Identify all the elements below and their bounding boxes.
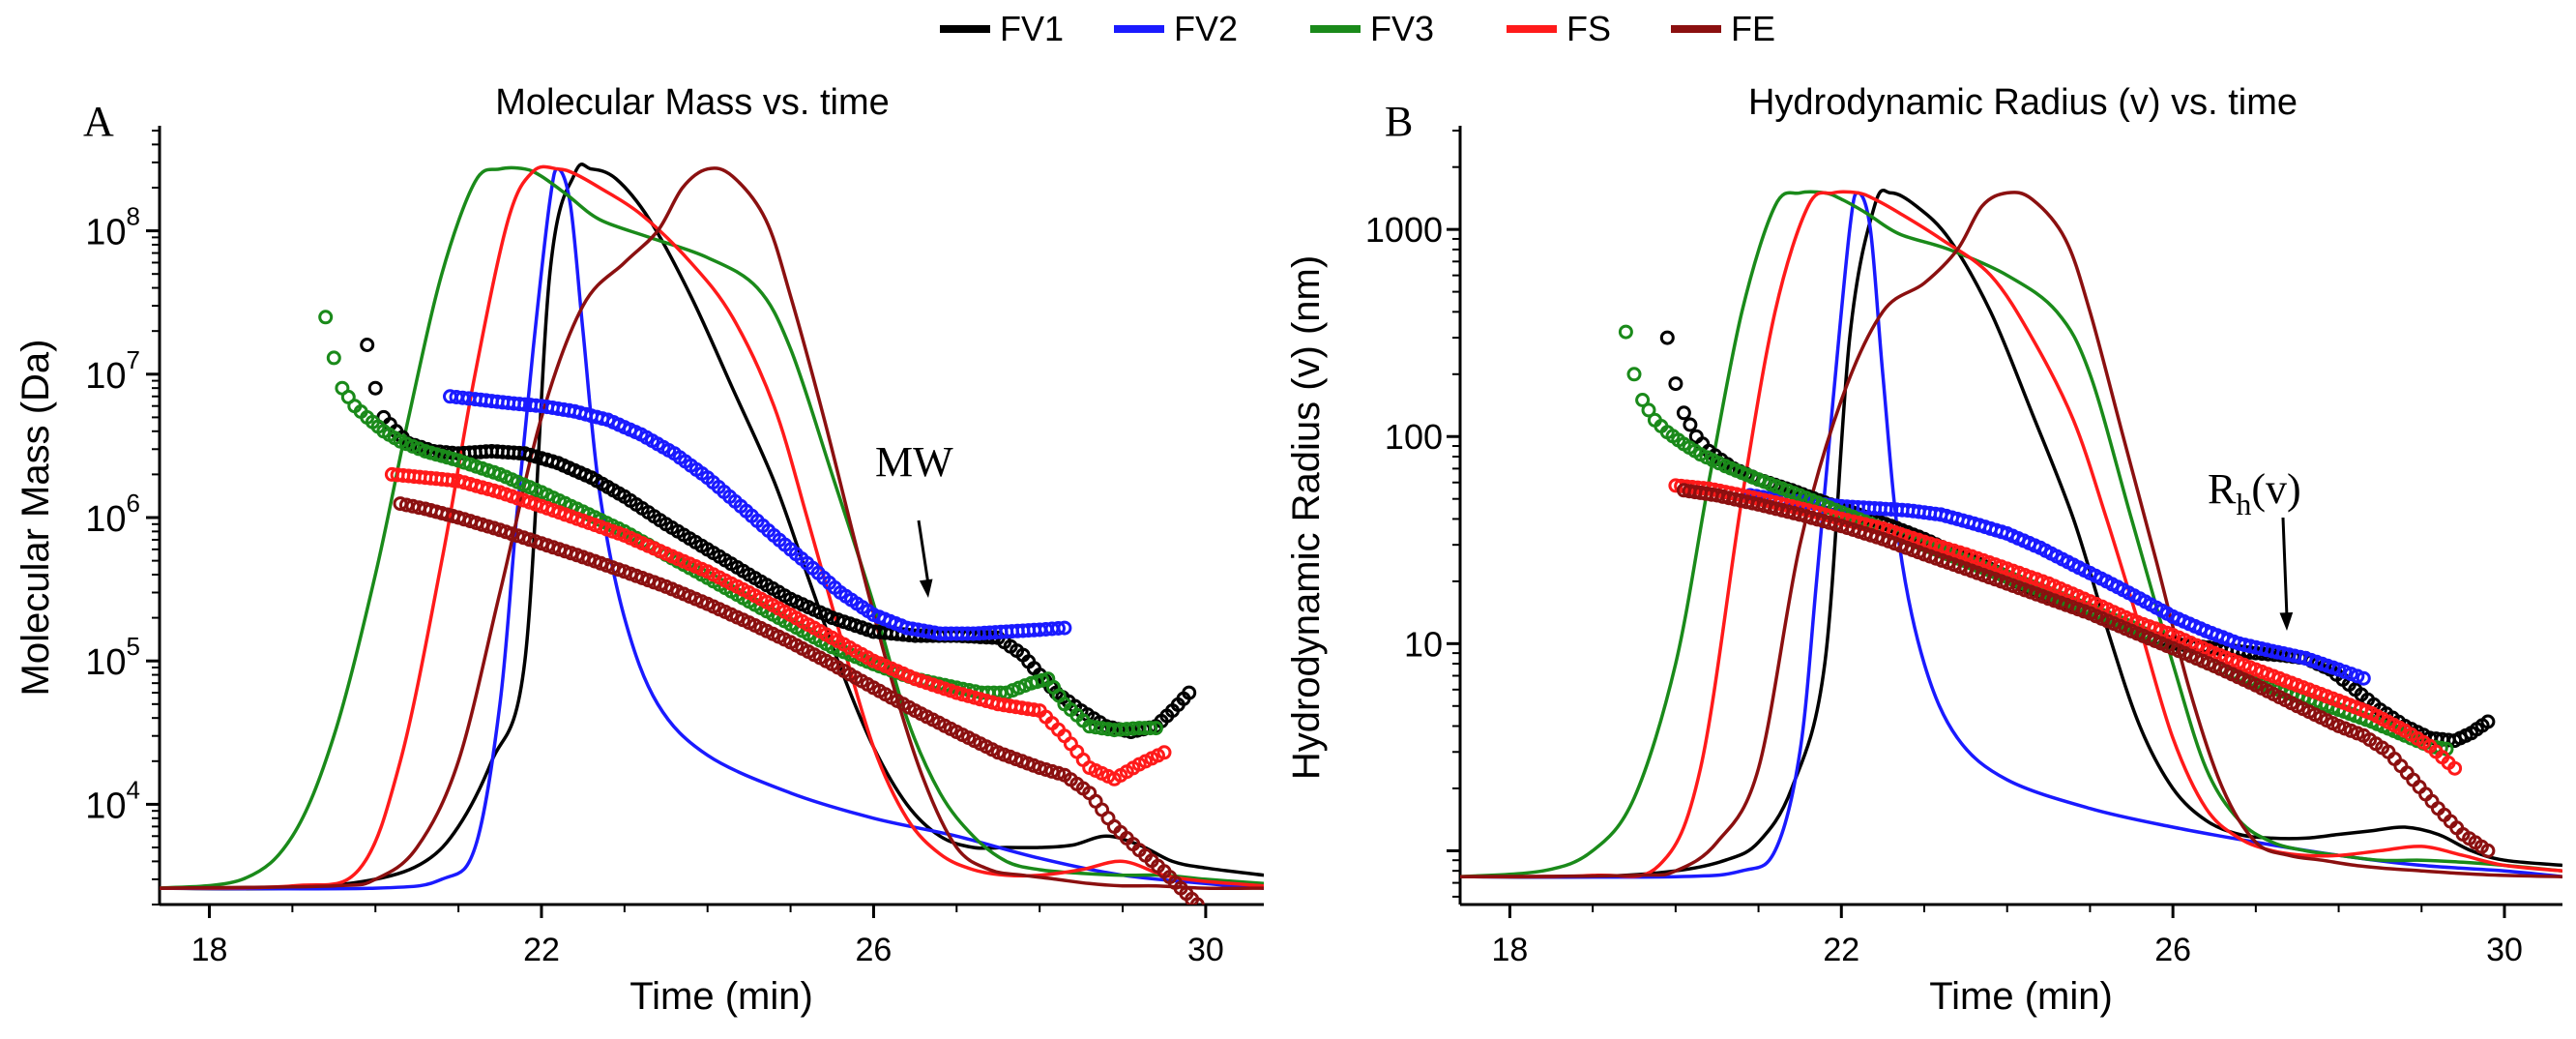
- legend-label: FV1: [1000, 9, 1064, 48]
- annotation-arrow: [2281, 517, 2289, 618]
- x-tick-label: 18: [191, 932, 228, 968]
- plot-area: [160, 163, 1264, 905]
- data-point: [318, 310, 334, 325]
- trace-line-fv1: [1460, 188, 2562, 879]
- panel-b: B Hydrodynamic Radius (v) vs. time 18 22 26 3…: [1285, 82, 2562, 1018]
- data-point: [360, 338, 375, 352]
- x-axis-label: Time (min): [1929, 975, 2113, 1018]
- data-point: [326, 350, 341, 366]
- y-tick-label: 105: [85, 632, 140, 683]
- trace-line-fv2: [160, 166, 1264, 891]
- data-point: [1044, 763, 1060, 779]
- data-point: [1156, 745, 1172, 760]
- y-tick-label: 108: [85, 202, 140, 253]
- y-tick-label: 104: [85, 775, 140, 826]
- legend-label: FE: [1731, 9, 1775, 48]
- x-tick-label: 22: [523, 932, 560, 968]
- annotation-arrowhead: [2279, 612, 2294, 631]
- data-point: [1659, 330, 1675, 345]
- annotation-text: Rh(v): [2208, 465, 2301, 521]
- x-tick-label: 26: [856, 932, 893, 968]
- x-tick-label: 30: [1187, 932, 1224, 968]
- chart-title: Hydrodynamic Radius (v) vs. time: [1748, 82, 2298, 123]
- plot-area: [1460, 188, 2562, 879]
- scatter-fv1: [1659, 330, 2496, 749]
- data-point: [1182, 685, 1197, 700]
- y-tick-label: 10: [1404, 624, 1443, 664]
- trace-line-fv3: [1460, 190, 2562, 878]
- data-point: [1676, 405, 1691, 421]
- data-point: [1026, 702, 1041, 718]
- data-point: [1189, 897, 1205, 905]
- data-point: [1626, 367, 1642, 382]
- y-tick-label: 100: [1385, 417, 1443, 457]
- x-axis-label: Time (min): [629, 975, 813, 1018]
- data-point: [1618, 324, 1633, 340]
- legend-item: FV1: [940, 9, 1064, 48]
- y-tick-label: 106: [85, 489, 140, 540]
- annotation-arrowhead: [919, 579, 933, 598]
- data-point: [1143, 721, 1158, 736]
- annotation: MW: [875, 438, 953, 598]
- legend-item: FV2: [1114, 9, 1238, 48]
- x-tick-label: 22: [1823, 932, 1859, 968]
- data-point: [1039, 762, 1054, 777]
- data-point: [2480, 714, 2496, 729]
- panel-label: B: [1385, 98, 1413, 145]
- data-point: [367, 380, 383, 396]
- data-point: [1051, 765, 1066, 781]
- data-point: [2447, 760, 2463, 776]
- y-tick-label: 1000: [1365, 210, 1443, 250]
- legend-item: FE: [1671, 9, 1775, 48]
- legend: FV1 FV2 FV3 FS FE: [940, 9, 1775, 48]
- trace-line-fs: [1460, 190, 2562, 878]
- legend-item: FS: [1507, 9, 1611, 48]
- data-point: [2480, 843, 2496, 858]
- legend-item: FV3: [1310, 9, 1434, 48]
- x-tick-label: 30: [2486, 932, 2523, 968]
- annotation-text: MW: [875, 438, 953, 486]
- data-point: [1668, 376, 1683, 392]
- chart-title: Molecular Mass vs. time: [495, 82, 890, 123]
- scatter-fs: [384, 466, 1172, 787]
- annotation: Rh(v): [2208, 465, 2301, 631]
- y-axis-label: Hydrodynamic Radius (v) (nm): [1285, 255, 1328, 780]
- legend-label: FS: [1566, 9, 1611, 48]
- data-point: [1683, 417, 1698, 432]
- legend-label: FV3: [1370, 9, 1434, 48]
- y-axis-label: Molecular Mass (Da): [15, 340, 57, 697]
- legend-label: FV2: [1174, 9, 1238, 48]
- trace-line-fs: [160, 164, 1264, 890]
- data-point: [2356, 670, 2371, 686]
- data-point: [1148, 721, 1163, 736]
- scatter-fe: [1676, 483, 2496, 858]
- x-tick-label: 26: [2154, 932, 2191, 968]
- panel-a: A Molecular Mass vs. time 18 22 26 30 Time (mi…: [15, 82, 1264, 1018]
- scatter-fv2: [443, 389, 1072, 641]
- x-tick-label: 18: [1492, 932, 1529, 968]
- data-point: [1051, 621, 1066, 636]
- scatter-fe: [393, 496, 1205, 905]
- data-point: [1635, 393, 1651, 407]
- data-point: [1641, 402, 1656, 418]
- data-point: [1032, 760, 1047, 776]
- annotation-arrow: [917, 520, 930, 585]
- y-tick-label: 107: [85, 345, 140, 397]
- trace-line-fv3: [160, 165, 1264, 890]
- panel-label: A: [83, 98, 114, 145]
- trace-line-fv1: [160, 163, 1264, 891]
- trace-line-fe: [1460, 191, 2562, 878]
- trace-line-fe: [160, 166, 1264, 891]
- data-point: [1057, 620, 1072, 636]
